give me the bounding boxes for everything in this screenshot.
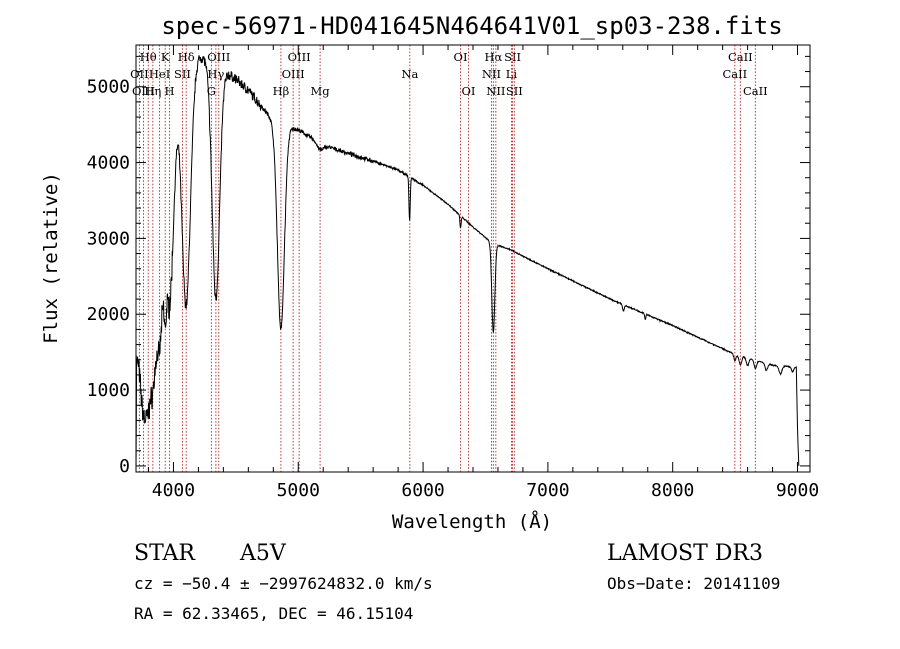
x-tick-label: 4000 [152,480,195,501]
line-marker-label: CaII [722,67,747,81]
chart-title: spec-56971-HD041645N464641V01_sp03-238.f… [161,12,782,40]
line-marker-label: G [207,84,216,98]
line-marker-label: SII [506,84,523,98]
line-marker-label: Na [401,67,418,81]
line-marker-label: HeI [149,67,170,81]
observation-date: Obs−Date: 20141109 [607,574,780,593]
line-marker-label: NII [482,67,501,81]
redshift-velocity: cz = −50.4 ± −2997624832.0 km/s [134,574,433,593]
y-tick-label: 0 [119,456,130,477]
line-marker-label: K [161,50,170,64]
x-tick-label: 6000 [401,480,444,501]
y-tick-label: 2000 [87,304,130,325]
line-marker-label: CaII [743,84,768,98]
y-tick-label: 3000 [87,228,130,249]
line-marker-label: NII [486,84,505,98]
line-marker-label: OIII [288,50,311,64]
line-marker-label: SII [504,50,521,64]
survey-name: LAMOST DR3 [607,541,763,566]
line-marker-label: OI [462,84,476,98]
x-axis: 4000 5000 6000 7000 8000 9000 [147,45,819,501]
x-tick-label: 9000 [776,480,819,501]
line-marker-label: Hη [144,84,161,98]
coordinates: RA = 62.33465, DEC = 46.15104 [134,604,413,623]
line-marker-label: Hδ [178,50,195,64]
y-tick-label: 4000 [87,153,130,174]
line-marker-label: OI [454,50,468,64]
x-tick-label: 7000 [526,480,569,501]
line-marker-label: OIII [282,67,305,81]
line-marker-label: Hα [484,50,502,64]
line-marker-label: Hγ [207,67,224,81]
x-tick-label: 8000 [651,480,694,501]
x-tick-label: 5000 [277,480,320,501]
line-marker-label: OIII [207,50,230,64]
line-marker-label: H [165,84,175,98]
y-axis-label: Flux (relative) [40,172,62,344]
line-marker-label: OIII [132,84,155,98]
spectral-class: A5V [239,541,287,566]
line-marker-label: Hθ [140,50,157,64]
line-marker-label: OII [130,67,149,81]
y-axis: 0 1000 2000 3000 4000 5000 [87,55,810,477]
y-tick-label: 5000 [87,77,130,98]
line-marker-label: SII [174,67,191,81]
line-marker-label: CaII [728,50,753,64]
line-marker-label: Mg [311,84,331,98]
line-marker-label: Hβ [273,84,290,98]
spectrum-line [136,55,800,472]
object-type: STAR [134,541,196,566]
y-tick-label: 1000 [87,380,130,401]
plot-frame [135,44,811,473]
x-axis-label: Wavelength (Å) [392,510,552,533]
line-marker-label: Li [506,67,518,81]
line-markers: Hθ OII OIII K HeI Hη Hδ SII H OIII Hγ G OIII OIII Hβ Mg… [130,45,768,472]
